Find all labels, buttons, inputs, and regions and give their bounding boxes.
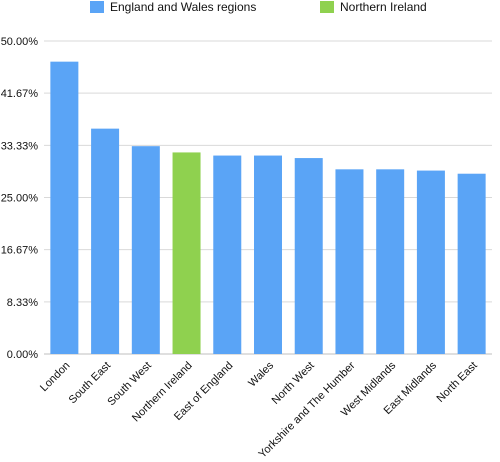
x-category-label-wales: Wales [246,359,276,389]
y-axis-tick-labels: 0.00% 8.33% 16.67% 25.00% 33.33% 41.67% 50.00% [1,36,39,361]
y-tick-label: 8.33% [7,297,38,309]
bar-london [50,61,79,355]
bar-south-east [91,128,120,354]
bar-north-west [294,158,323,354]
bar-northern-ireland [172,152,201,354]
bar-wales [254,155,282,354]
legend-label-england-and-wales-regions: England and Wales regions [110,0,256,14]
y-tick-label: 41.67% [1,88,39,100]
bar-east-midlands [416,170,445,354]
bar-north-east [457,173,486,354]
legend-swatch-england-and-wales-regions [90,1,104,13]
chart-legend: England and Wales regions Northern Irelan… [90,0,427,14]
y-tick-label: 33.33% [1,140,39,152]
legend-item-england-and-wales-regions: England and Wales regions [90,0,256,14]
x-category-label-north-east: North East [435,360,480,405]
legend-swatch-northern-ireland [320,1,334,13]
bar-east-of-england [213,155,242,354]
legend-item-northern-ireland: Northern Ireland [320,0,427,14]
bar-south-west [131,146,160,354]
y-tick-label: 50.00% [1,36,39,48]
x-category-label-london: London [38,360,72,394]
y-tick-label: 16.67% [1,245,39,257]
bar-yorkshire-and-the-humber [335,169,364,354]
y-tick-label: 25.00% [1,193,39,205]
legend-label-northern-ireland: Northern Ireland [340,0,427,14]
y-tick-label: 0.00% [7,349,38,361]
bar-west-midlands [376,169,405,354]
chart-bars [50,61,486,355]
